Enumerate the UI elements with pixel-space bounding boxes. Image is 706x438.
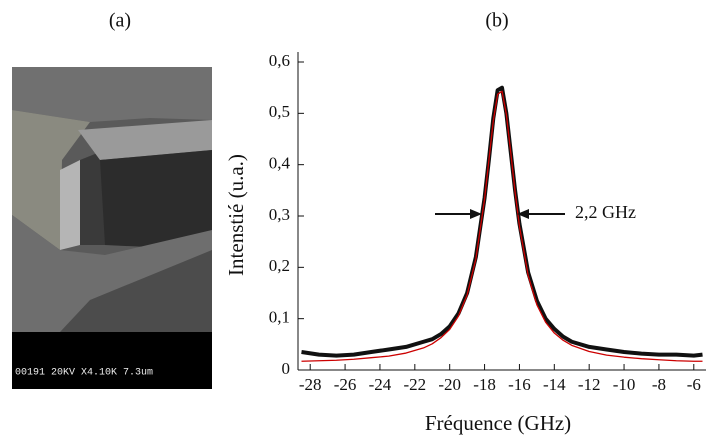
x-tick-label: -16 — [508, 375, 531, 394]
x-tick-label: -20 — [438, 375, 461, 394]
x-tick-label: -28 — [299, 375, 322, 394]
y-tick-label: 0,3 — [269, 205, 290, 224]
y-axis-label: Intenstié (u.a.) — [224, 154, 248, 276]
y-tick-label: 0,2 — [269, 256, 290, 275]
x-axis-label: Fréquence (GHz) — [425, 411, 571, 435]
sem-image: 00191 20KV X4.10K 7.3um — [12, 67, 212, 389]
arrow-head — [470, 209, 482, 219]
y-tick-label: 0,6 — [269, 51, 290, 70]
y-tick-label: 0,1 — [269, 308, 290, 327]
x-tick-label: -8 — [652, 375, 666, 394]
x-tick-label: -12 — [578, 375, 601, 394]
arrow-head — [517, 209, 529, 219]
panel-label: (a) — [109, 10, 131, 32]
x-tick-label: -24 — [369, 375, 392, 394]
x-tick-label: -10 — [613, 375, 636, 394]
x-tick-label: -14 — [543, 375, 566, 394]
y-tick-label: 0 — [282, 359, 291, 378]
image-text: 00191 20KV X4.10K 7.3um — [15, 368, 153, 379]
measured-line — [301, 85, 703, 358]
x-tick-label: -26 — [334, 375, 357, 394]
x-tick-label: -18 — [473, 375, 496, 394]
panel-label: (b) — [485, 10, 508, 32]
annotation: 2,2 GHz — [575, 202, 636, 222]
x-tick-label: -6 — [687, 375, 701, 394]
fit-line — [301, 90, 703, 362]
x-tick-label: -22 — [403, 375, 426, 394]
y-tick-label: 0,4 — [269, 154, 291, 173]
y-tick-label: 0,5 — [269, 102, 290, 121]
